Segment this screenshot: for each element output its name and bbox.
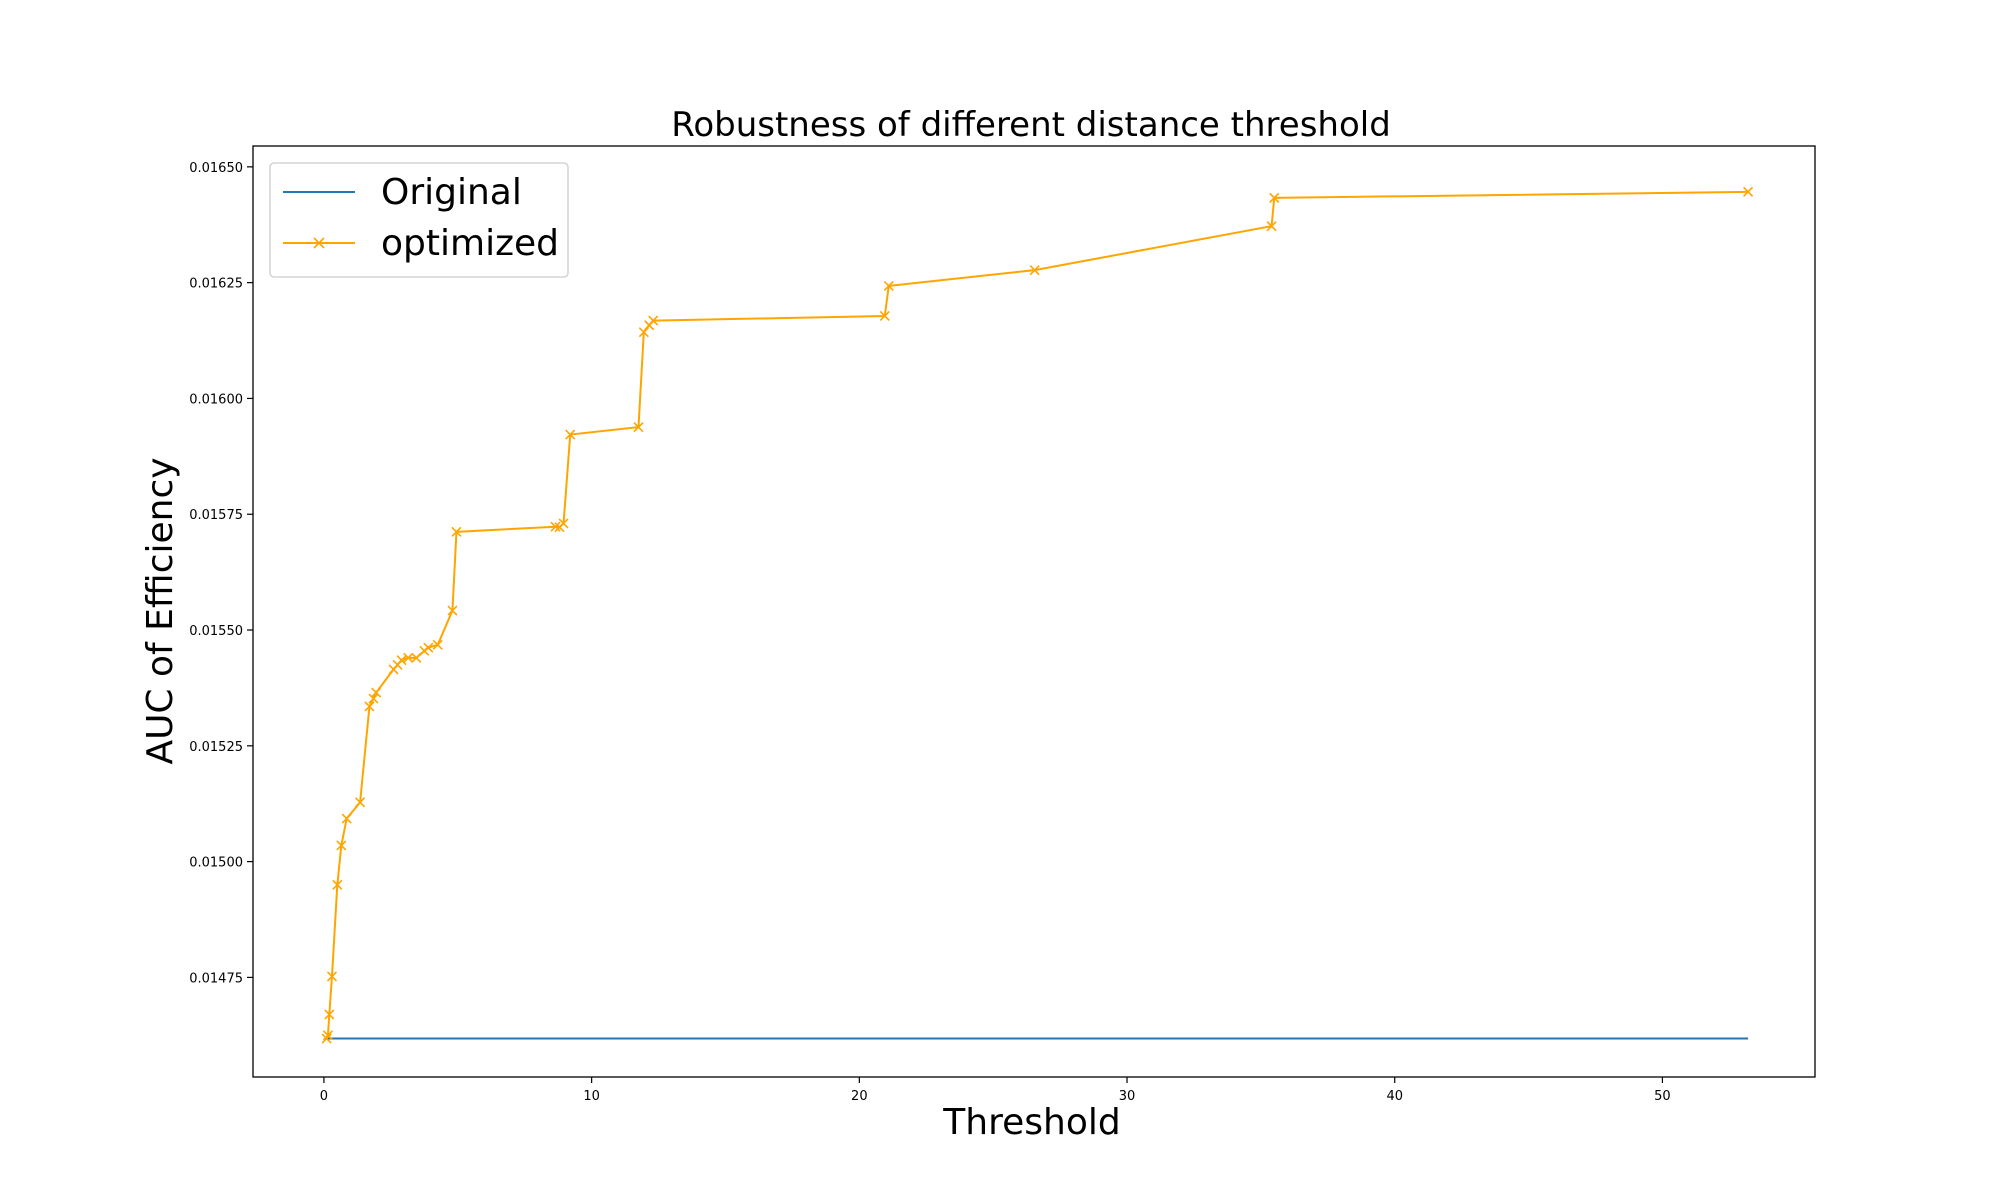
- y-tick-label: 0.01600: [189, 392, 243, 407]
- legend-label-optimized: optimized: [381, 223, 559, 264]
- data-point-optimized: [355, 797, 366, 808]
- data-point-optimized: [322, 1030, 334, 1041]
- data-point-optimized: [423, 642, 434, 653]
- data-point-optimized: [558, 518, 569, 529]
- legend: Original optimized: [269, 162, 569, 278]
- data-point-optimized: [341, 813, 352, 824]
- chart-title: Robustness of different distance thresho…: [671, 105, 1391, 145]
- y-tick-label: 0.01475: [189, 971, 243, 986]
- y-tick-label: 0.01625: [189, 277, 243, 292]
- data-point-optimized: [633, 422, 644, 433]
- data-point-optimized: [324, 1009, 335, 1020]
- x-tick-label: 30: [1119, 1089, 1136, 1104]
- data-point-optimized: [638, 327, 649, 338]
- data-point-optimized: [368, 693, 379, 704]
- x-axis-label: Threshold: [942, 1102, 1120, 1143]
- data-point-optimized: [371, 687, 382, 698]
- y-axis-ticks: 0.01475 0.01500 0.01525 0.01550 0.01575 0.016…: [189, 161, 253, 986]
- y-tick-label: 0.01575: [189, 508, 243, 523]
- series-layer: [321, 186, 1754, 1044]
- data-point-optimized: [1029, 265, 1040, 276]
- data-point-optimized: [1266, 221, 1277, 232]
- data-point-optimized: [364, 701, 375, 712]
- x-axis-ticks: 0 10 20 30 40 50: [320, 1077, 1671, 1104]
- data-point-optimized: [321, 1033, 332, 1044]
- data-point-optimized: [451, 526, 462, 537]
- data-point-optimized: [447, 605, 458, 616]
- x-tick-label: 40: [1386, 1089, 1403, 1104]
- data-point-optimized: [1269, 192, 1280, 203]
- y-tick-label: 0.01500: [189, 856, 243, 871]
- plot-area: [252, 145, 1816, 1078]
- data-point-optimized: [879, 310, 890, 322]
- data-point-optimized: [1743, 186, 1754, 197]
- y-tick-label: 0.01650: [189, 161, 243, 176]
- x-tick-label: 20: [851, 1089, 868, 1104]
- data-point-optimized: [883, 280, 894, 291]
- y-tick-label: 0.01550: [189, 624, 243, 639]
- data-point-optimized: [648, 315, 659, 326]
- y-axis-label: AUC of Efficiency: [140, 457, 181, 764]
- data-point-optimized: [565, 429, 576, 440]
- data-point-optimized: [326, 971, 338, 982]
- legend-marker-optimized: [313, 237, 325, 249]
- data-point-optimized: [396, 655, 407, 666]
- data-point-optimized: [550, 521, 561, 532]
- data-point-optimized: [403, 652, 414, 663]
- legend-label-original: Original: [381, 172, 522, 213]
- x-tick-label: 0: [320, 1089, 328, 1104]
- x-tick-label: 50: [1654, 1089, 1671, 1104]
- data-point-optimized: [332, 879, 343, 890]
- data-point-optimized: [336, 840, 347, 851]
- data-point-optimized: [432, 639, 443, 650]
- x-tick-label: 10: [583, 1089, 600, 1104]
- y-tick-label: 0.01525: [189, 740, 243, 755]
